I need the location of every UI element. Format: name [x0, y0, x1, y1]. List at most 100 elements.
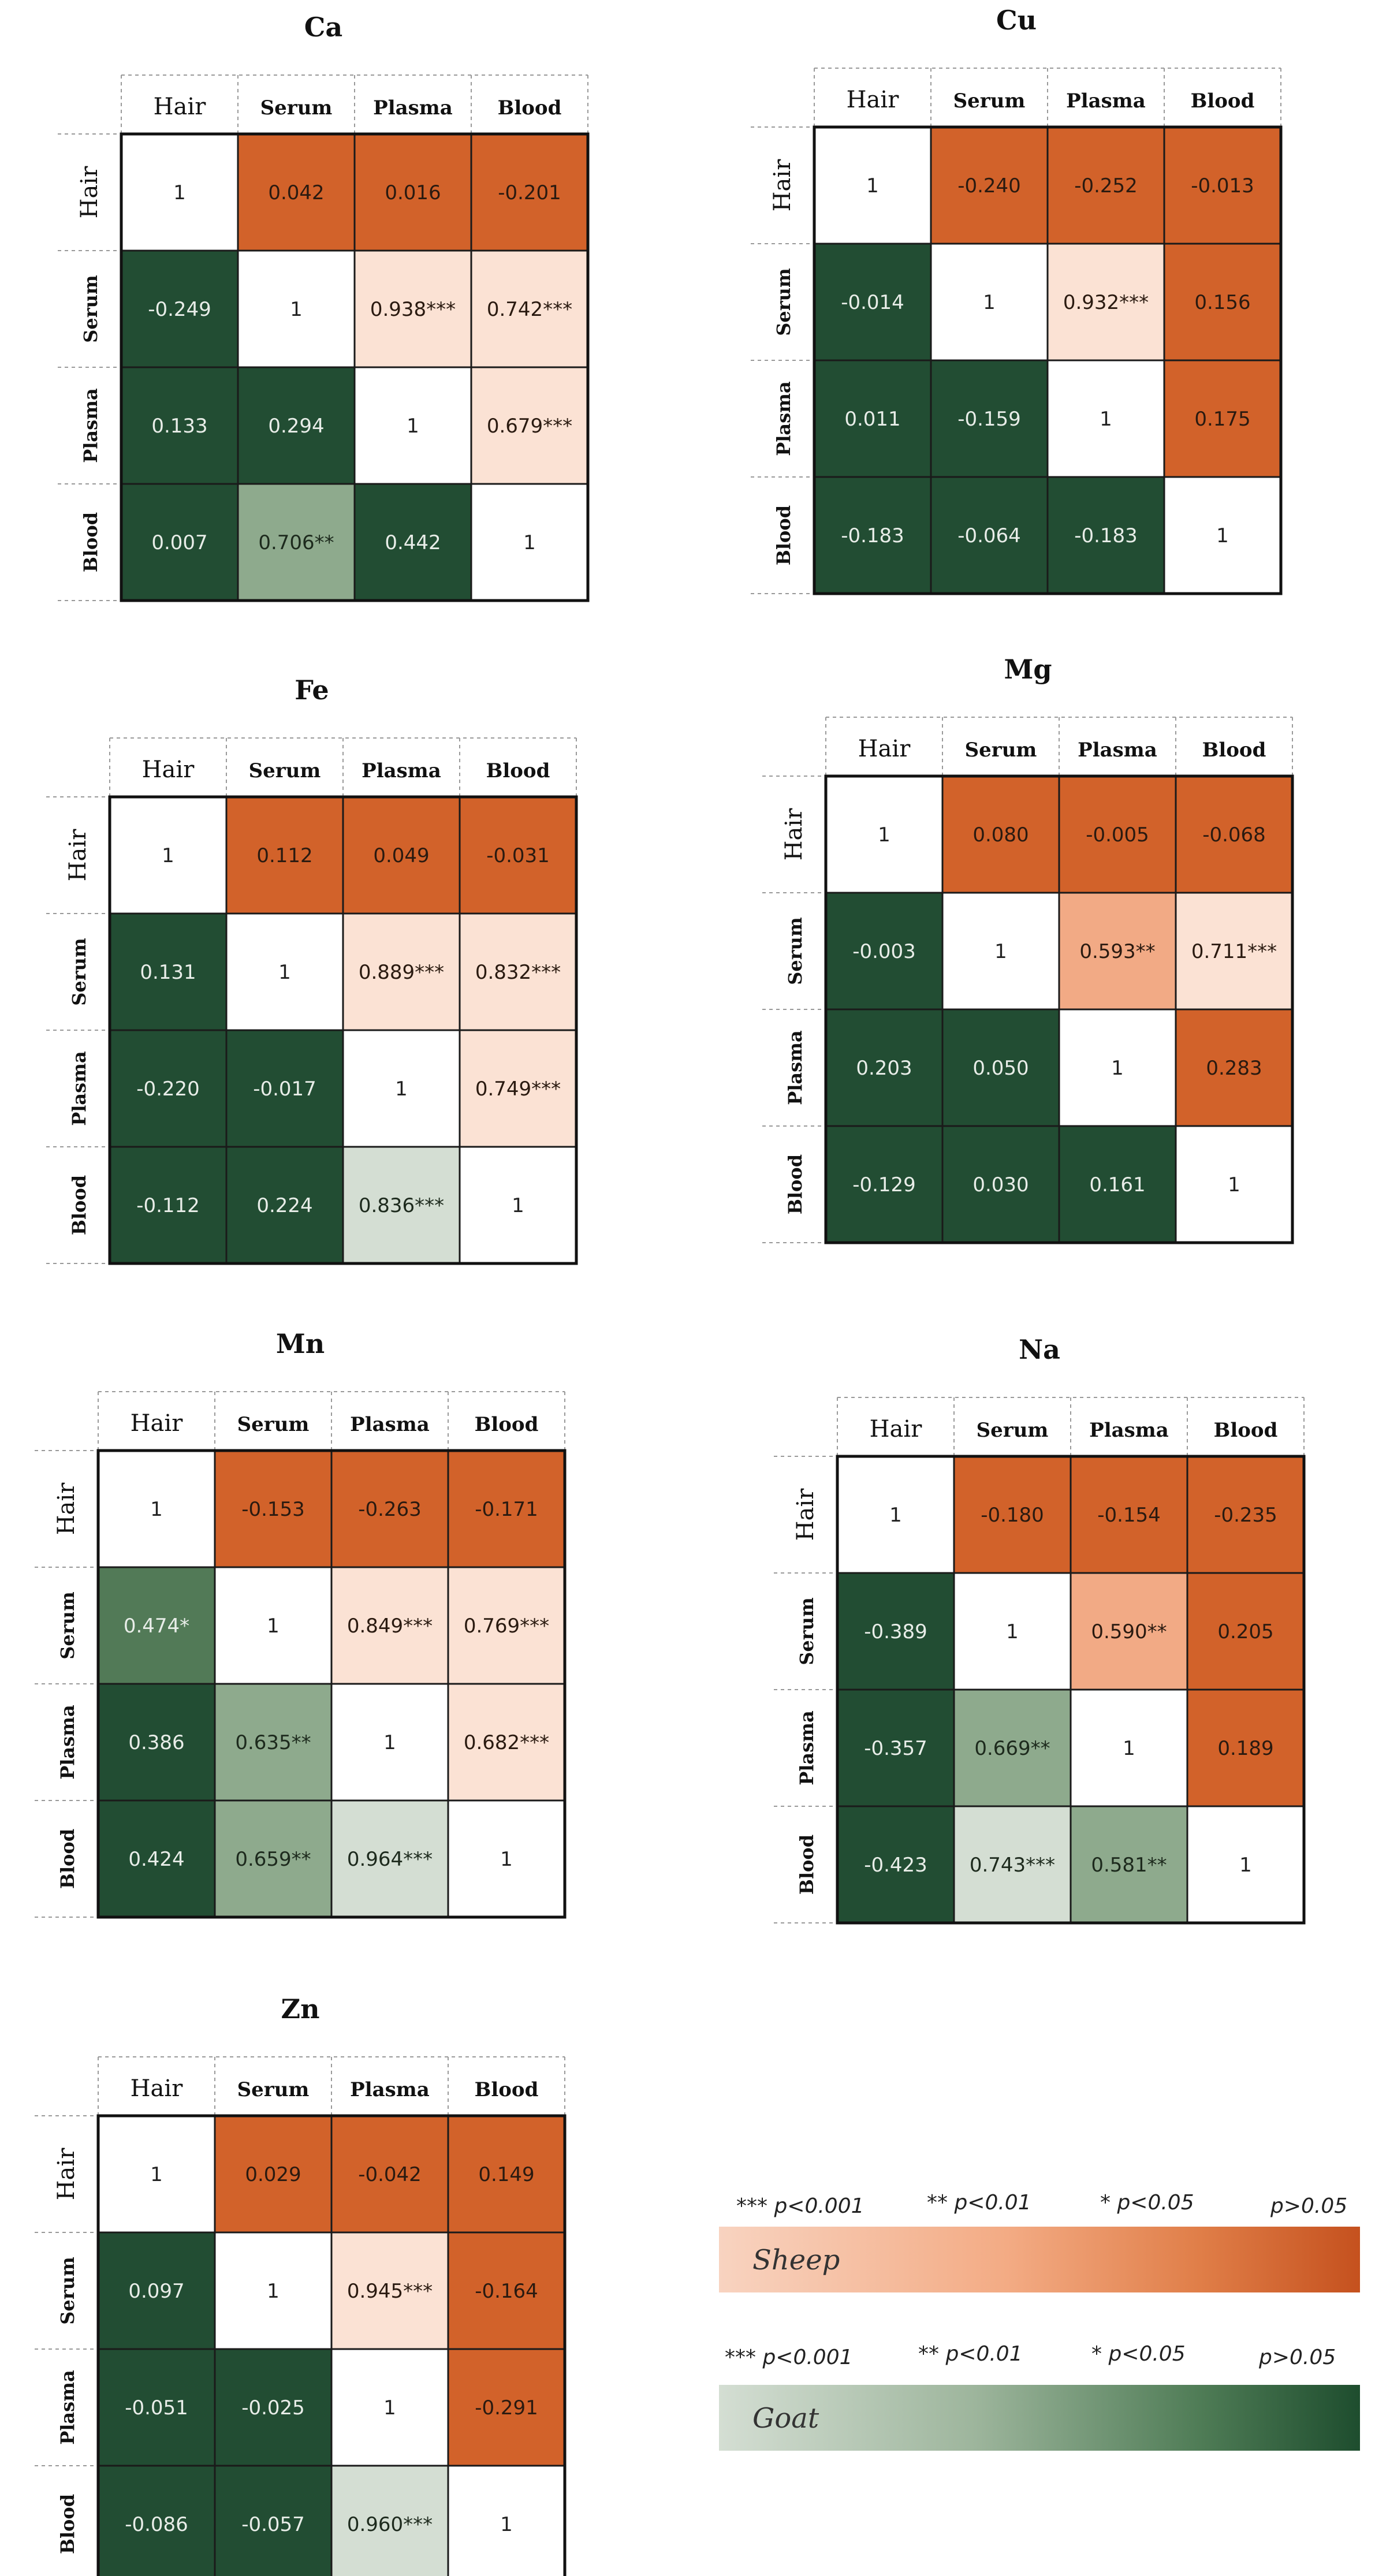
heatmap-cell	[330, 2465, 449, 2576]
row-label: Blood	[784, 1154, 806, 1214]
heatmap-cell	[470, 249, 589, 368]
cell-value: 0.442	[385, 531, 441, 554]
heatmap-cell	[836, 1572, 955, 1691]
heatmap-ca: Ca Hair Serum Plasma Blood Hair Serum Plasma Bl…	[35, 12, 612, 602]
goat-gradient-bar: Goat	[719, 2385, 1360, 2451]
heatmap-cell	[953, 1688, 1072, 1807]
cell-value: 1	[150, 2163, 163, 2186]
heatmap-cell	[214, 2231, 333, 2350]
heatmap-cell	[953, 1805, 1072, 1924]
cell-value: 0.964***	[347, 1848, 433, 1871]
heatmap-cell	[97, 1683, 216, 1802]
cell-value: 0.706**	[258, 531, 334, 554]
cell-value: 0.050	[972, 1057, 1029, 1080]
panel-title: Ca	[304, 12, 343, 43]
cell-value: -0.129	[852, 1173, 916, 1196]
heatmap-svg: Hair Serum Plasma Blood Hair Serum Plasma Blood…	[762, 717, 1294, 1244]
legend-label-p05-goat: * p<0.05	[1091, 2342, 1186, 2366]
cell-value: -0.291	[475, 2396, 538, 2420]
heatmap-cell	[97, 2115, 216, 2234]
cell-value: -0.159	[957, 408, 1021, 431]
cell-value: -0.423	[864, 1854, 927, 1877]
cell-value: 0.029	[245, 2163, 301, 2186]
cell-value: -0.003	[852, 940, 916, 963]
row-label: Hair	[65, 829, 91, 882]
cell-value: -0.153	[241, 1498, 305, 1521]
cell-value: 1	[150, 1498, 163, 1521]
column-label: Serum	[965, 739, 1037, 762]
column-label: Serum	[977, 1419, 1049, 1442]
grid-border	[96, 1449, 567, 1919]
cell-value: 1	[500, 2513, 513, 2536]
cell-value: -0.051	[125, 2396, 188, 2420]
cell-value: 1	[878, 823, 890, 847]
row-label: Serum	[784, 917, 806, 985]
heatmap-cell	[825, 1125, 944, 1244]
cell-value: 1	[500, 1848, 513, 1871]
heatmap-cell	[1046, 359, 1165, 478]
heatmap-cell	[97, 2465, 216, 2576]
row-label: Serum	[796, 1597, 818, 1665]
cell-value: 1	[866, 174, 879, 197]
cell-value: -0.112	[136, 1194, 200, 1217]
column-label: Plasma	[373, 96, 453, 120]
cell-value: 0.742***	[487, 298, 572, 321]
heatmap-cell	[330, 2115, 449, 2234]
heatmap-cell	[237, 249, 356, 368]
row-label: Plasma	[57, 2370, 79, 2445]
cell-value: -0.014	[841, 291, 904, 314]
heatmap-cell	[1070, 1455, 1188, 1574]
heatmap-svg: Hair Serum Plasma Blood Hair Serum Plasma Blood…	[46, 737, 578, 1265]
heatmap-cell	[1070, 1572, 1188, 1691]
cell-value: 0.149	[478, 2163, 534, 2186]
heatmap-cell	[941, 892, 1060, 1011]
cell-value: 1	[407, 415, 419, 438]
legend-label-p01-sheep: ** p<0.01	[927, 2191, 1031, 2215]
column-label: Hair	[847, 87, 900, 113]
column-label: Blood	[498, 96, 562, 120]
panel-title: Fe	[295, 674, 329, 706]
panel-title: Na	[1019, 1334, 1060, 1365]
cell-value: 0.203	[856, 1057, 912, 1080]
cell-value: 1	[983, 291, 996, 314]
heatmap-svg: Hair Serum Plasma Blood Hair Serum Plasma Blood…	[751, 68, 1283, 595]
row-label: Blood	[57, 1829, 79, 1889]
row-label: Blood	[68, 1175, 90, 1235]
column-label: Plasma	[362, 759, 441, 782]
heatmap-cell	[447, 1683, 566, 1802]
grid-border	[824, 774, 1294, 1244]
cell-value: 0.016	[385, 181, 441, 204]
cell-value: -0.183	[1074, 524, 1138, 547]
cell-value: 1	[1228, 1173, 1240, 1196]
cell-value: 0.007	[151, 531, 207, 554]
cell-value: 0.042	[268, 181, 324, 204]
heatmap-cell	[813, 359, 932, 478]
heatmap-na: Na Hair Serum Plasma Blood Hair Serum Plasma Bl…	[751, 1334, 1328, 1925]
heatmap-cell	[470, 483, 589, 602]
column-label: Blood	[475, 1413, 539, 1436]
heatmap-svg: Hair Serum Plasma Blood Hair Serum Plasma Blood…	[35, 2056, 567, 2576]
heatmap-cell	[459, 1029, 577, 1148]
cell-value: 0.849***	[347, 1615, 433, 1638]
cell-value: -0.005	[1086, 823, 1149, 847]
heatmap-cell	[1070, 1805, 1188, 1924]
cell-value: 0.581**	[1091, 1854, 1167, 1877]
cell-value: 0.030	[972, 1173, 1029, 1196]
heatmap-zn: Zn Hair Serum Plasma Blood Hair Serum Plasma Bl…	[12, 1993, 589, 2576]
cell-value: 0.593**	[1079, 940, 1155, 963]
column-label: Plasma	[1066, 90, 1146, 113]
row-label: Plasma	[68, 1051, 90, 1126]
cell-value: 0.080	[972, 823, 1029, 847]
heatmap-cell	[941, 775, 1060, 894]
heatmap-cell	[930, 126, 1049, 245]
sheep-gradient-bar: Sheep	[719, 2227, 1360, 2292]
column-label: Blood	[475, 2078, 539, 2101]
grid-border	[836, 1455, 1306, 1925]
cell-value: 1	[383, 1731, 396, 1754]
panel-title: Mn	[275, 1328, 325, 1359]
heatmap-cell	[214, 1683, 333, 1802]
cell-value: 1	[994, 940, 1007, 963]
cell-value: 1	[290, 298, 303, 321]
heatmap-cell	[342, 1146, 461, 1265]
heatmap-fe: Fe Hair Serum Plasma Blood Hair Serum Plasma Bl…	[23, 674, 601, 1265]
